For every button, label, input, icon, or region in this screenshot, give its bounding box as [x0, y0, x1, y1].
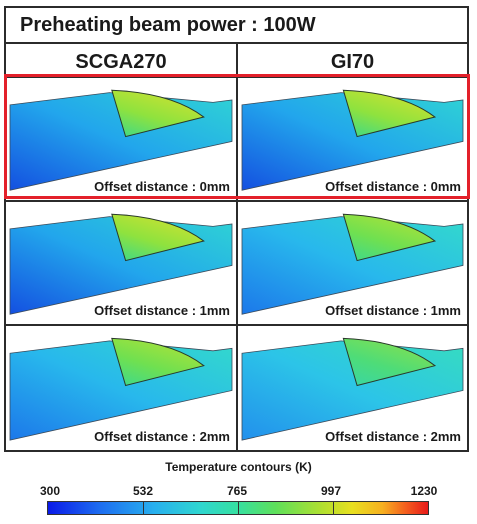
bead-region — [342, 337, 437, 387]
legend-tick-label: 997 — [320, 484, 342, 498]
offset-label: Offset distance : 0mm — [94, 179, 230, 194]
legend-tick-label: 300 — [39, 484, 61, 498]
offset-label: Offset distance : 0mm — [325, 179, 461, 194]
contour-plot — [9, 337, 233, 441]
column-header-scga270: SCGA270 — [75, 51, 167, 73]
contour-panel-gi70-0mm: Offset distance : 0mm — [238, 78, 467, 200]
bead-region — [342, 213, 437, 262]
row-divider — [6, 324, 467, 326]
contour-panel-scga270-1mm: Offset distance : 1mm — [6, 202, 236, 324]
legend-tick-label: 765 — [226, 484, 248, 498]
figure-frame: Preheating beam power : 100W SCGA270 GI7… — [4, 6, 469, 452]
legend-tick-label: 532 — [132, 484, 154, 498]
offset-label: Offset distance : 2mm — [94, 429, 230, 444]
contour-panel-gi70-1mm: Offset distance : 1mm — [238, 202, 467, 324]
bead-region — [111, 337, 205, 387]
contour-panel-scga270-2mm: Offset distance : 2mm — [6, 326, 236, 450]
contour-plot — [9, 89, 233, 191]
bead-region — [111, 89, 205, 138]
contour-plot — [241, 89, 464, 191]
contour-plot — [241, 337, 464, 441]
row-divider — [6, 200, 467, 202]
bead-region — [111, 213, 205, 262]
figure-title: Preheating beam power : 100W — [6, 8, 467, 44]
row-divider — [6, 76, 467, 78]
offset-label: Offset distance : 1mm — [325, 303, 461, 318]
temperature-colorbar — [47, 501, 429, 515]
colorbar-tick — [143, 502, 144, 514]
bead-region — [342, 89, 437, 138]
colorbar-tick — [238, 502, 239, 514]
legend-tick-label: 1230 — [410, 484, 438, 498]
column-divider — [236, 44, 238, 450]
offset-label: Offset distance : 1mm — [94, 303, 230, 318]
contour-plot — [241, 213, 464, 315]
colorbar-tick — [333, 502, 334, 514]
contour-plot — [9, 213, 233, 315]
legend-title: Temperature contours (K) — [165, 460, 312, 474]
contour-panel-scga270-0mm: Offset distance : 0mm — [6, 78, 236, 200]
offset-label: Offset distance : 2mm — [325, 429, 461, 444]
contour-panel-gi70-2mm: Offset distance : 2mm — [238, 326, 467, 450]
column-header-gi70: GI70 — [330, 51, 375, 73]
